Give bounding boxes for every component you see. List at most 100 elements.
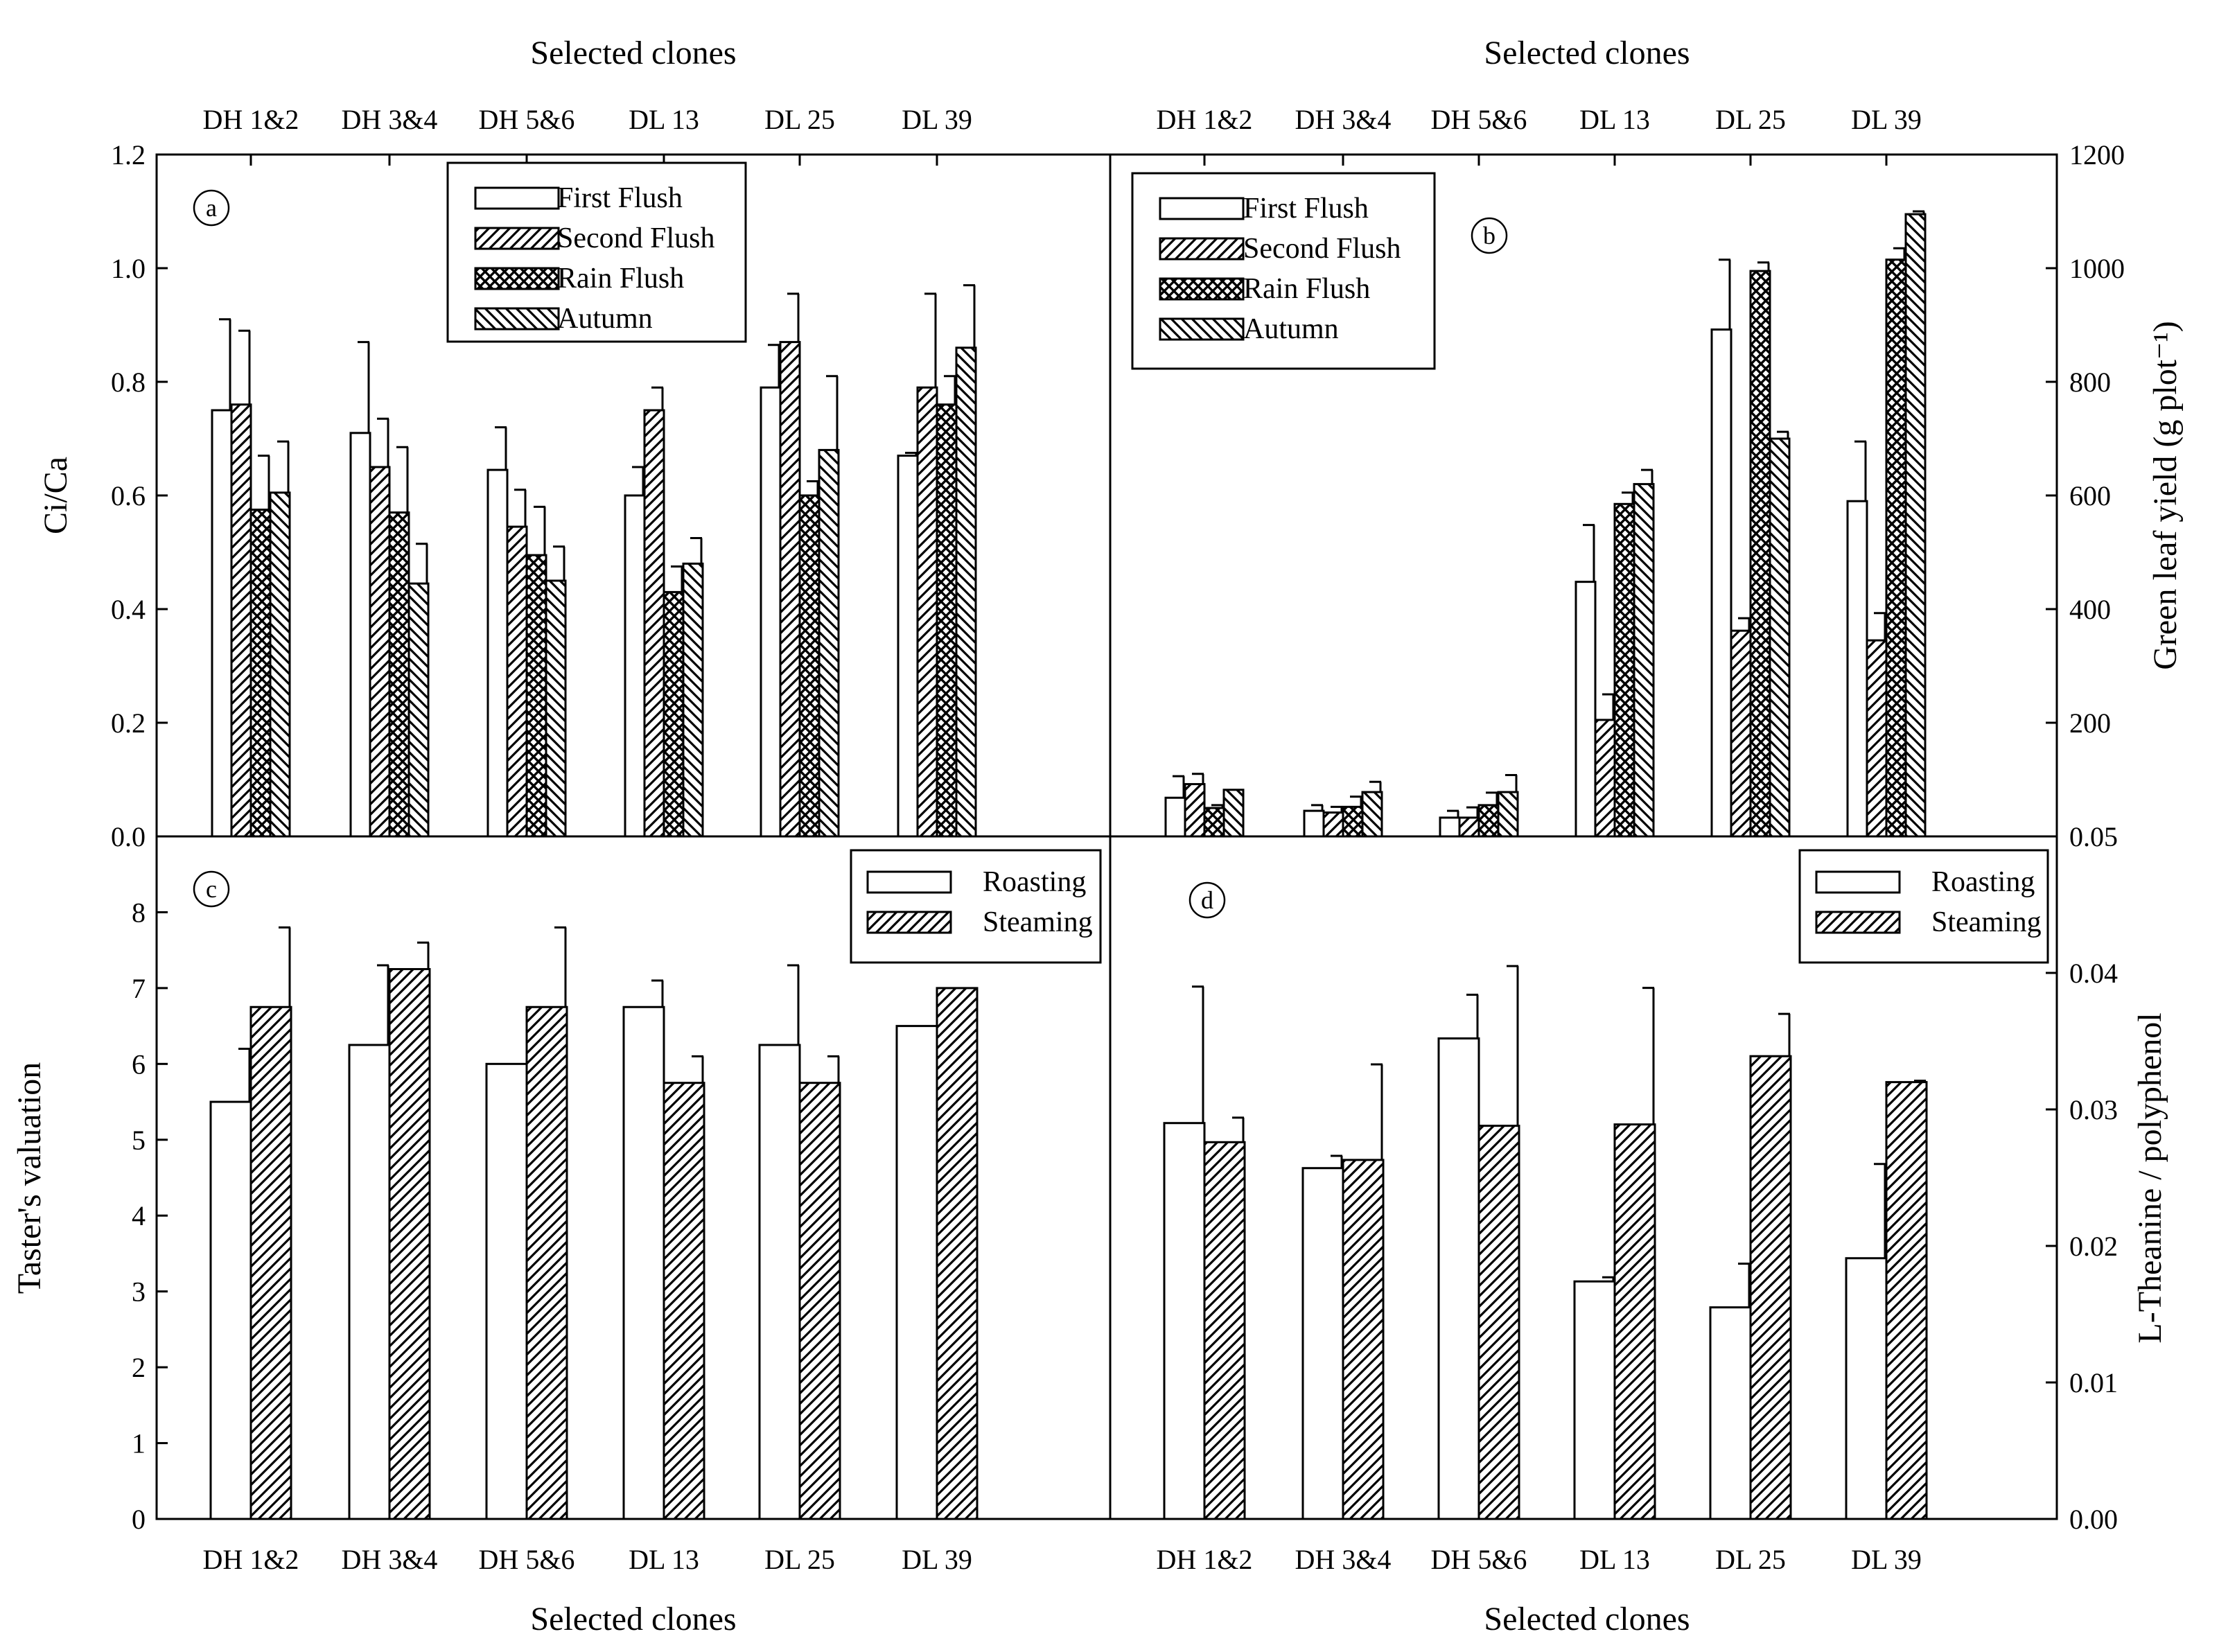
y-tick-label: 2 [132,1352,146,1383]
legend-d: Roasting Steaming [1798,849,2049,964]
y-tick-label: 5 [132,1125,146,1156]
bar-c-roasting-0 [209,1100,252,1520]
x-tick-label: DH 3&4 [342,104,438,135]
panel-letter-circle [193,189,230,227]
bar-a-autumn-4 [818,448,840,838]
bar-c-roasting-4 [758,1044,801,1520]
panel-c: 0 1 2 3 4 5 6 7 8 DH 1&2 DH 3&4 DH 5&6 DL 13 DL 25 DL … [132,849,1102,1575]
legend-swatch [474,307,560,331]
bar-b-second-flush-2 [1458,816,1480,838]
y-tick-label: 0.0 [111,821,146,852]
y-tick-label: 600 [2069,480,2111,511]
bar-d-steaming-5 [1885,1081,1928,1520]
x-tick-label: DL 25 [764,1544,835,1575]
legend-label: Steaming [983,906,1093,938]
x-tick-label: DH 5&6 [479,1544,575,1575]
bar-b-autumn-3 [1633,483,1655,838]
chart-panels: 0.0 0.2 0.4 0.6 0.8 1.0 1.2 DH 1&2 DH 3&4 DH 5&6 D… [111,104,2125,1575]
y-tick-label: 8 [132,897,146,928]
bar-d-roasting-0 [1163,1122,1206,1520]
bar-b-first-flush-5 [1846,500,1868,838]
panel-letter: c [206,875,217,903]
bar-a-rain-flush-1 [388,511,410,838]
panel-letter-circle [193,870,230,908]
bar-a-second-flush-5 [916,386,938,838]
bar-a-rain-flush-0 [249,509,272,838]
bar-d-roasting-3 [1573,1280,1616,1520]
x-tick-label: DH 1&2 [203,104,299,135]
legend-swatch [1159,237,1245,261]
panel-b-ylabel: Green leaf yield (g plot⁻¹) [2147,321,2184,670]
bar-b-autumn-1 [1361,791,1383,838]
bar-d-roasting-4 [1709,1306,1752,1520]
x-tick-label: DL 39 [902,104,972,135]
bar-a-rain-flush-2 [525,554,547,838]
x-tick-label: DL 39 [902,1544,972,1575]
bar-b-rain-flush-4 [1749,270,1771,838]
bar-b-rain-flush-0 [1203,807,1225,838]
y-tick-label: 0.8 [111,367,146,398]
bar-c-roasting-3 [622,1005,665,1520]
legend-label: Rain Flush [1243,273,1370,305]
bar-a-autumn-3 [682,562,704,838]
bar-a-first-flush-4 [760,386,782,838]
legend-label: First Flush [557,182,683,214]
bar-b-second-flush-4 [1730,629,1752,838]
legend-label: Rain Flush [557,263,684,295]
y-tick-label: 1.0 [111,253,146,284]
bar-d-steaming-0 [1203,1141,1246,1520]
legend-swatch [474,267,560,290]
bar-a-first-flush-5 [897,455,919,838]
bottom-left-axis-title: Selected clones [530,1601,736,1637]
y-tick-label: 1000 [2069,253,2125,284]
x-tick-label: DL 13 [629,104,699,135]
y-tick-label: 0.4 [111,594,146,625]
y-tick-label: 0.6 [111,480,146,511]
x-tick-label: DH 3&4 [1295,104,1392,135]
top-right-axis-title: Selected clones [1484,35,1690,71]
y-tick-label: 6 [132,1048,146,1080]
legend-label: Second Flush [1243,233,1401,265]
bar-a-first-flush-2 [486,468,509,838]
legend-box [850,849,1102,964]
x-tick-label: DH 5&6 [1431,104,1527,135]
y-tick-label: 7 [132,973,146,1004]
bar-a-rain-flush-5 [936,403,958,838]
bar-d-steaming-2 [1477,1125,1520,1520]
bar-c-roasting-2 [485,1062,528,1520]
bar-c-steaming-4 [798,1082,841,1520]
bar-c-steaming-1 [388,968,431,1520]
bar-b-autumn-0 [1222,789,1245,838]
bar-b-rain-flush-5 [1885,258,1907,838]
y-tick-label: 0.05 [2069,821,2118,852]
x-tick-label: DL 25 [764,104,835,135]
legend-a: First Flush Second Flush Rain Flush Autumn [446,161,747,343]
panel-letter: a [206,194,217,222]
bar-a-autumn-1 [407,582,430,838]
bar-a-second-flush-0 [230,403,252,838]
panel-letter-circle [1471,217,1508,254]
bar-d-steaming-4 [1749,1055,1792,1520]
legend-c: Roasting Steaming [850,849,1102,964]
bar-b-autumn-5 [1904,213,1927,838]
legend-b: First Flush Second Flush Rain Flush Autumn [1131,172,1436,370]
legend-label: Roasting [983,866,1086,898]
y-tick-label: 0.03 [2069,1094,2118,1125]
x-tick-label: DH 5&6 [1431,1544,1527,1575]
bar-a-first-flush-1 [349,432,371,838]
x-tick-label: DL 39 [1851,1544,1922,1575]
bar-a-autumn-2 [545,579,567,838]
x-tick-label: DH 3&4 [342,1544,438,1575]
legend-swatch [866,870,952,894]
bar-b-first-flush-4 [1710,328,1733,838]
legend-swatch [1159,277,1245,301]
legend-swatch [1159,317,1245,341]
bar-c-steaming-0 [249,1005,292,1520]
top-left-axis-title: Selected clones [530,35,736,71]
bar-b-rain-flush-1 [1342,805,1364,838]
legend-label: Second Flush [557,222,715,254]
y-tick-label: 200 [2069,708,2111,739]
x-tick-label: DL 39 [1851,104,1922,135]
y-tick-label: 0 [132,1504,146,1535]
